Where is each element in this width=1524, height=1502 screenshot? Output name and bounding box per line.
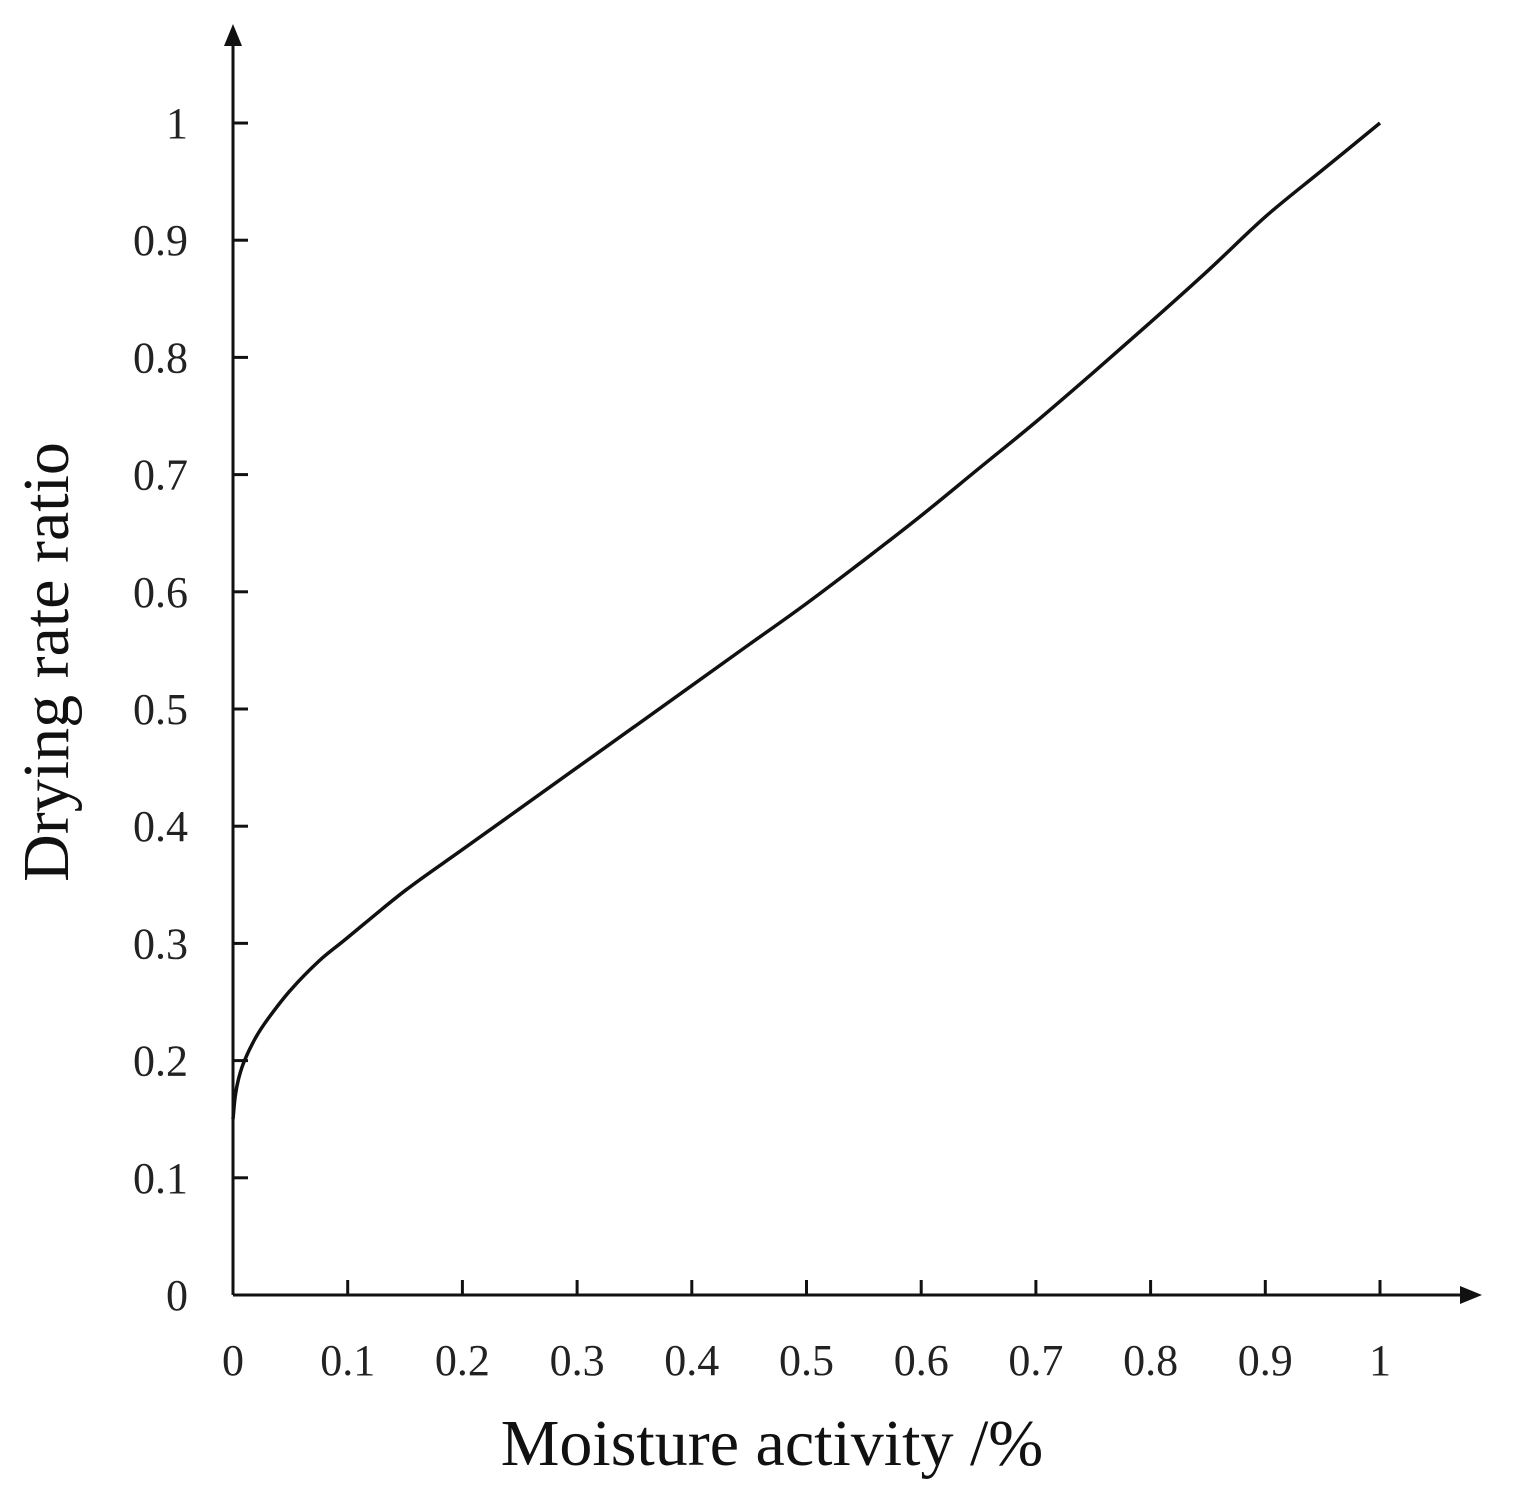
x-tick-label: 0.6 (894, 1336, 949, 1385)
y-tick-label: 0.2 (133, 1037, 188, 1086)
x-tick-label: 0.8 (1123, 1336, 1178, 1385)
x-axis-title: Moisture activity /% (501, 1407, 1044, 1480)
y-tick-label: 0.5 (133, 685, 188, 734)
y-tick-label: 0.8 (133, 333, 188, 382)
axes (224, 24, 1482, 1304)
x-tick-label: 0.3 (550, 1336, 605, 1385)
y-axis-ticks: 0 0.1 0.2 0.3 0.4 0.5 0.6 0.7 0.8 0.9 1 (133, 99, 248, 1320)
x-tick-label: 0 (222, 1336, 244, 1385)
x-tick-label: 0.4 (664, 1336, 719, 1385)
x-tick-label: 0.2 (435, 1336, 490, 1385)
y-tick-label: 1 (166, 99, 188, 148)
y-tick-label: 0.7 (133, 451, 188, 500)
y-tick-label: 0.6 (133, 568, 188, 617)
y-tick-label: 0.1 (133, 1154, 188, 1203)
y-tick-label: 0 (166, 1271, 188, 1320)
y-tick-label: 0.9 (133, 216, 188, 265)
x-tick-label: 0.1 (320, 1336, 375, 1385)
x-tick-label: 0.9 (1238, 1336, 1293, 1385)
y-tick-label: 0.4 (133, 802, 188, 851)
y-axis-title: Drying rate ratio (10, 442, 83, 882)
x-axis-ticks: 0 0.1 0.2 0.3 0.4 0.5 0.6 0.7 0.8 0.9 1 (222, 1280, 1391, 1385)
y-tick-label: 0.3 (133, 919, 188, 968)
x-tick-label: 0.7 (1008, 1336, 1063, 1385)
y-axis-arrow (224, 24, 242, 46)
x-axis-arrow (1460, 1286, 1482, 1304)
series-group (231, 121, 1382, 1120)
x-tick-label: 1 (1369, 1336, 1391, 1385)
series-line (231, 121, 1382, 1120)
x-tick-label: 0.5 (779, 1336, 834, 1385)
